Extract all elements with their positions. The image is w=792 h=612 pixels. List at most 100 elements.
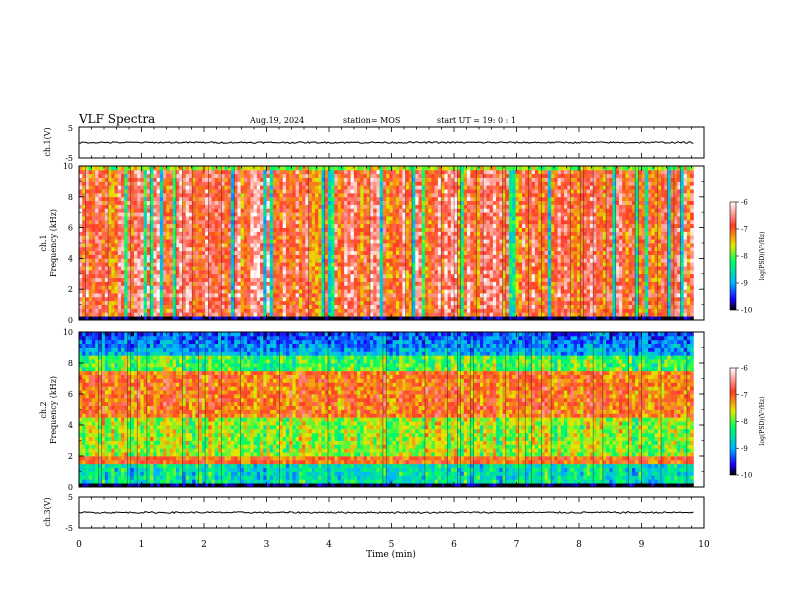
spectrogram-cell	[305, 189, 309, 194]
spectrogram-cell	[198, 262, 203, 267]
spectrogram-cell	[104, 169, 109, 175]
spectrogram-cell	[279, 177, 284, 182]
spectrogram-cell	[415, 235, 419, 240]
spectrogram-cell	[205, 227, 209, 232]
spectrogram-cell	[195, 254, 200, 259]
spectrogram-cell	[82, 173, 86, 178]
spectrogram-cell	[218, 243, 222, 248]
spectrogram-cell	[276, 192, 280, 198]
spectrogram-cell	[366, 204, 371, 209]
spectrogram-cell	[292, 216, 297, 221]
spectrogram-cell	[460, 185, 465, 190]
spectrogram-cell	[230, 196, 235, 202]
spectrogram-cell	[363, 219, 368, 225]
spectrogram-cell	[334, 277, 339, 282]
spectrogram-cell	[85, 200, 90, 205]
spectrogram-cell	[82, 308, 86, 313]
spectrogram-cell	[143, 212, 148, 217]
spectrogram-cell	[302, 219, 306, 225]
spectrogram-cell	[431, 169, 436, 175]
spectrogram-cell	[140, 169, 145, 175]
spectrogram-cell	[198, 258, 203, 263]
spectrogram-cell	[311, 196, 316, 202]
spectrogram-cell	[405, 166, 410, 171]
spectrogram-cell	[418, 250, 423, 255]
spectrogram-cell	[188, 223, 193, 228]
spectrogram-cell	[370, 312, 374, 317]
spectrogram-cell	[412, 196, 416, 202]
spectrogram-cell	[82, 304, 86, 309]
spectrogram-cell	[159, 177, 164, 182]
spectrogram-cell	[285, 212, 290, 217]
spectrogram-cell	[431, 223, 436, 228]
spectrogram-cell	[308, 200, 313, 205]
spectrogram-cell	[159, 289, 164, 294]
spectrogram-cell	[415, 262, 419, 267]
spectrogram-cell	[108, 189, 112, 194]
spectrogram-cell	[260, 231, 264, 236]
spectrogram-cell	[337, 231, 342, 236]
spectrogram-cell	[282, 196, 287, 202]
spectrogram-cell	[331, 208, 335, 213]
spectrogram-cell	[273, 204, 277, 209]
spectrogram-cell	[460, 289, 465, 294]
spectrogram-cell	[392, 227, 397, 232]
spectrogram-cell	[431, 300, 436, 305]
spectrogram-cell	[250, 173, 255, 178]
spectrogram-cell	[450, 227, 455, 232]
spectrogram-cell	[269, 185, 274, 190]
spectrogram-cell	[402, 289, 406, 294]
spectrogram-cell	[156, 300, 161, 305]
spectrogram-cell	[395, 304, 400, 309]
spectrogram-cell	[308, 293, 313, 298]
spectrogram-cell	[247, 316, 251, 321]
spectrogram-cell	[111, 269, 115, 275]
spectrogram-cell	[344, 308, 348, 313]
spectrogram-cell	[185, 304, 190, 309]
spectrogram-cell	[79, 285, 83, 290]
spectrogram-cell	[121, 239, 125, 244]
spectrogram-cell	[243, 196, 248, 202]
spectrogram-cell	[360, 212, 364, 217]
spectrogram-cell	[111, 208, 115, 213]
spectrogram-cell	[237, 208, 242, 213]
spectrogram-cell	[218, 192, 222, 198]
spectrogram-cell	[224, 289, 229, 294]
spectrogram-cell	[412, 296, 416, 302]
spectrogram-cell	[463, 243, 468, 248]
spectrogram-cell	[82, 196, 86, 202]
spectrogram-cell	[428, 277, 432, 282]
spectrogram-cell	[182, 300, 187, 305]
spectrogram-cell	[218, 181, 222, 186]
spectrogram-cell	[431, 246, 436, 252]
spectrogram-cell	[298, 239, 303, 244]
spectrogram-cell	[373, 304, 377, 309]
spectrogram-cell	[373, 208, 377, 213]
spectrogram-cell	[214, 173, 219, 178]
spectrogram-cell	[169, 200, 174, 205]
spectrogram-cell	[460, 189, 465, 194]
spectrogram-cell	[289, 185, 293, 190]
spectrogram-cell	[205, 239, 209, 244]
spectrogram-cell	[311, 192, 316, 198]
spectrogram-cell	[405, 189, 410, 194]
spectrogram-cell	[373, 285, 377, 290]
spectrogram-cell	[266, 293, 271, 298]
spectrogram-cell	[237, 246, 242, 252]
spectrogram-cell	[382, 285, 387, 290]
spectrogram-cell	[437, 281, 442, 286]
spectrogram-cell	[437, 296, 442, 302]
spectrogram-cell	[360, 200, 364, 205]
spectrogram-cell	[124, 316, 128, 321]
spectrogram-cell	[218, 269, 222, 275]
spectrogram-cell	[150, 308, 154, 313]
spectrogram-cell	[269, 181, 274, 186]
spectrogram-cell	[234, 300, 238, 305]
spectrogram-cell	[350, 185, 355, 190]
spectrogram-cell	[376, 185, 381, 190]
ch1-waveform-ylabel: ch.1(V)	[43, 127, 52, 156]
spectrogram-cell	[117, 308, 122, 313]
spectrogram-cell	[376, 246, 381, 252]
spectrogram-cell	[234, 243, 238, 248]
spectrogram-cell	[289, 277, 293, 282]
